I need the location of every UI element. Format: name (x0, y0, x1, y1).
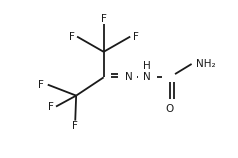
Text: N: N (124, 72, 132, 82)
Text: O: O (165, 104, 174, 114)
Text: NH₂: NH₂ (196, 59, 216, 69)
Text: F: F (69, 32, 74, 42)
Text: F: F (101, 14, 107, 24)
Text: F: F (133, 32, 139, 42)
Text: F: F (48, 102, 54, 112)
Text: F: F (38, 80, 44, 90)
Text: F: F (72, 121, 78, 131)
Text: N: N (143, 72, 151, 82)
Text: H: H (143, 61, 151, 71)
